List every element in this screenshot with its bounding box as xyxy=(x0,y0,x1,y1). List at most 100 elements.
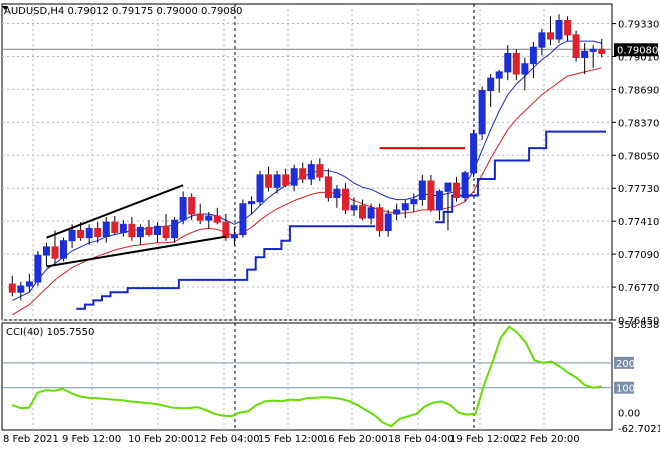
candle-body xyxy=(222,221,230,239)
candle-body xyxy=(444,182,452,192)
candle-body xyxy=(461,172,469,199)
candle-body xyxy=(230,234,238,239)
current-price-label: 0.79080 xyxy=(617,45,658,56)
lower-band-line xyxy=(12,67,602,316)
candle-body xyxy=(213,215,221,223)
x-tick-label: 16 Feb 20:00 xyxy=(322,434,388,445)
candle-body xyxy=(504,52,512,73)
candle-body xyxy=(478,90,486,135)
upper-band-line xyxy=(12,40,602,301)
x-tick-label: 22 Feb 20:00 xyxy=(514,434,580,445)
candle-body xyxy=(17,285,25,293)
candle-body xyxy=(453,182,460,199)
x-tick-label: 18 Feb 04:00 xyxy=(388,434,454,445)
cci-level-tag xyxy=(614,356,634,369)
trend-line xyxy=(46,184,184,239)
y-tick-label: 0.79330 xyxy=(618,20,659,31)
candle-body xyxy=(25,281,33,287)
candle-body xyxy=(495,71,503,79)
candle-body xyxy=(538,32,546,48)
candle-body xyxy=(376,207,384,231)
x-tick-label: 12 Feb 04:00 xyxy=(194,434,260,445)
y-tick-label: 0.76770 xyxy=(618,283,659,294)
candle-body xyxy=(34,254,42,283)
candle-body xyxy=(102,221,110,238)
candle-body xyxy=(128,223,136,238)
candle-body xyxy=(154,225,161,236)
candle-body xyxy=(171,219,179,239)
x-tick-label: 9 Feb 12:00 xyxy=(62,434,121,445)
candle-body xyxy=(581,50,589,58)
cci-y-tick-label: 356.8385 xyxy=(618,320,660,331)
trend-line xyxy=(46,235,227,268)
candle-body xyxy=(359,205,366,219)
price-panel: 0.79330 0.79010 0.78690 0.78370 0.78050 0.777… xyxy=(1,3,659,327)
x-tick-label: 15 Feb 12:00 xyxy=(258,434,324,445)
x-tick-label: 19 Feb 12:00 xyxy=(450,434,516,445)
time-axis: 8 Feb 2021 9 Feb 12:00 10 Feb 20:00 12 Feb … xyxy=(3,434,580,445)
candle-body xyxy=(256,174,264,203)
candle-body xyxy=(333,188,341,199)
candle-body xyxy=(60,240,67,259)
candle-body xyxy=(350,205,358,211)
cci-y-tick-label: 0.00 xyxy=(618,409,640,420)
candle-body xyxy=(427,180,435,211)
candle-body xyxy=(111,221,119,233)
x-tick-label: 10 Feb 20:00 xyxy=(128,434,194,445)
cci-line xyxy=(11,325,602,428)
y-tick-label: 0.78690 xyxy=(618,85,659,96)
cci-indicator-label: CCI(40) 105.7550 xyxy=(6,327,94,338)
candle-body xyxy=(43,246,50,256)
candle-body xyxy=(239,203,247,236)
candle-body xyxy=(589,48,597,52)
candle-body xyxy=(384,213,392,231)
candle-body xyxy=(598,48,606,54)
candle-body xyxy=(367,207,375,219)
candle-body xyxy=(324,176,332,198)
cci-y-tick-label: 100 xyxy=(616,384,635,395)
candle-body xyxy=(188,197,196,215)
y-tick-label: 0.77730 xyxy=(618,184,659,195)
candle-body xyxy=(342,188,349,211)
y-tick-label: 0.77090 xyxy=(618,250,659,261)
y-tick-label: 0.79010 xyxy=(618,52,659,63)
candle-body xyxy=(68,229,76,242)
candle-body xyxy=(248,201,255,205)
candle-body xyxy=(94,227,102,238)
candle-body xyxy=(196,213,204,221)
candle-body xyxy=(564,20,572,36)
y-tick-label: 0.77410 xyxy=(618,217,659,228)
y-tick-label: 0.78050 xyxy=(618,151,659,162)
candle-body xyxy=(521,63,529,75)
y-tick-label: 0.76450 xyxy=(618,316,659,327)
support-step-line xyxy=(76,225,376,310)
candle-body xyxy=(487,77,495,91)
x-tick-label: 8 Feb 2021 xyxy=(3,434,59,445)
candle-body xyxy=(205,215,213,221)
candle-body xyxy=(8,283,16,293)
candle-body xyxy=(77,229,85,239)
collapse-arrow-icon[interactable] xyxy=(2,6,8,10)
cci-y-tick-label: -62.7021 xyxy=(618,424,660,435)
chart-title: AUDUSD,H4 0.79012 0.79175 0.79000 0.7908… xyxy=(4,6,242,17)
candle-body xyxy=(555,20,563,40)
candle-body xyxy=(290,168,298,186)
support-step-line xyxy=(435,130,606,224)
current-price-tag xyxy=(614,43,658,57)
candle-body xyxy=(145,226,153,236)
candle-body xyxy=(282,174,290,186)
candle-body xyxy=(273,174,281,188)
candle-body xyxy=(265,174,273,188)
candle-body xyxy=(179,197,187,221)
candle-body xyxy=(410,199,418,205)
candle-body xyxy=(547,32,554,40)
price-frame xyxy=(1,3,613,321)
candle-body xyxy=(307,164,315,180)
candle-body xyxy=(470,133,478,174)
candle-body xyxy=(393,209,401,215)
candle-body xyxy=(85,227,93,239)
cci-level-tag xyxy=(614,381,634,394)
candle-body xyxy=(51,246,59,259)
candle-body xyxy=(136,226,144,238)
